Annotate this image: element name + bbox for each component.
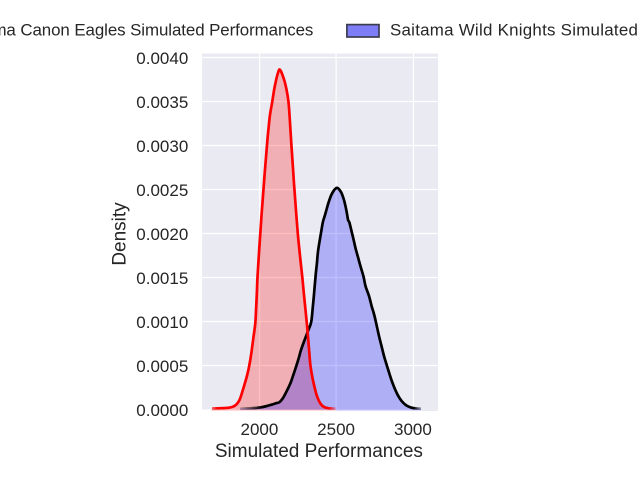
svg-text:0.0000: 0.0000 [136, 401, 188, 420]
svg-text:0.0020: 0.0020 [136, 225, 188, 244]
svg-text:0.0015: 0.0015 [136, 269, 188, 288]
svg-text:0.0010: 0.0010 [136, 313, 188, 332]
svg-text:0.0035: 0.0035 [136, 93, 188, 112]
svg-text:Simulated Performances: Simulated Performances [215, 441, 423, 462]
svg-text:Density: Density [109, 202, 130, 266]
svg-text:Saitama Wild Knights Simulated: Saitama Wild Knights Simulated Performan… [390, 20, 640, 39]
svg-text:0.0005: 0.0005 [136, 357, 188, 376]
svg-text:3000: 3000 [394, 420, 432, 439]
svg-text:0.0030: 0.0030 [136, 137, 188, 156]
svg-text:Yokohama Canon Eagles Simulate: Yokohama Canon Eagles Simulated Performa… [0, 20, 313, 39]
svg-text:0.0040: 0.0040 [136, 49, 188, 68]
svg-text:0.0025: 0.0025 [136, 181, 188, 200]
svg-text:2000: 2000 [240, 420, 278, 439]
svg-text:2500: 2500 [317, 420, 355, 439]
